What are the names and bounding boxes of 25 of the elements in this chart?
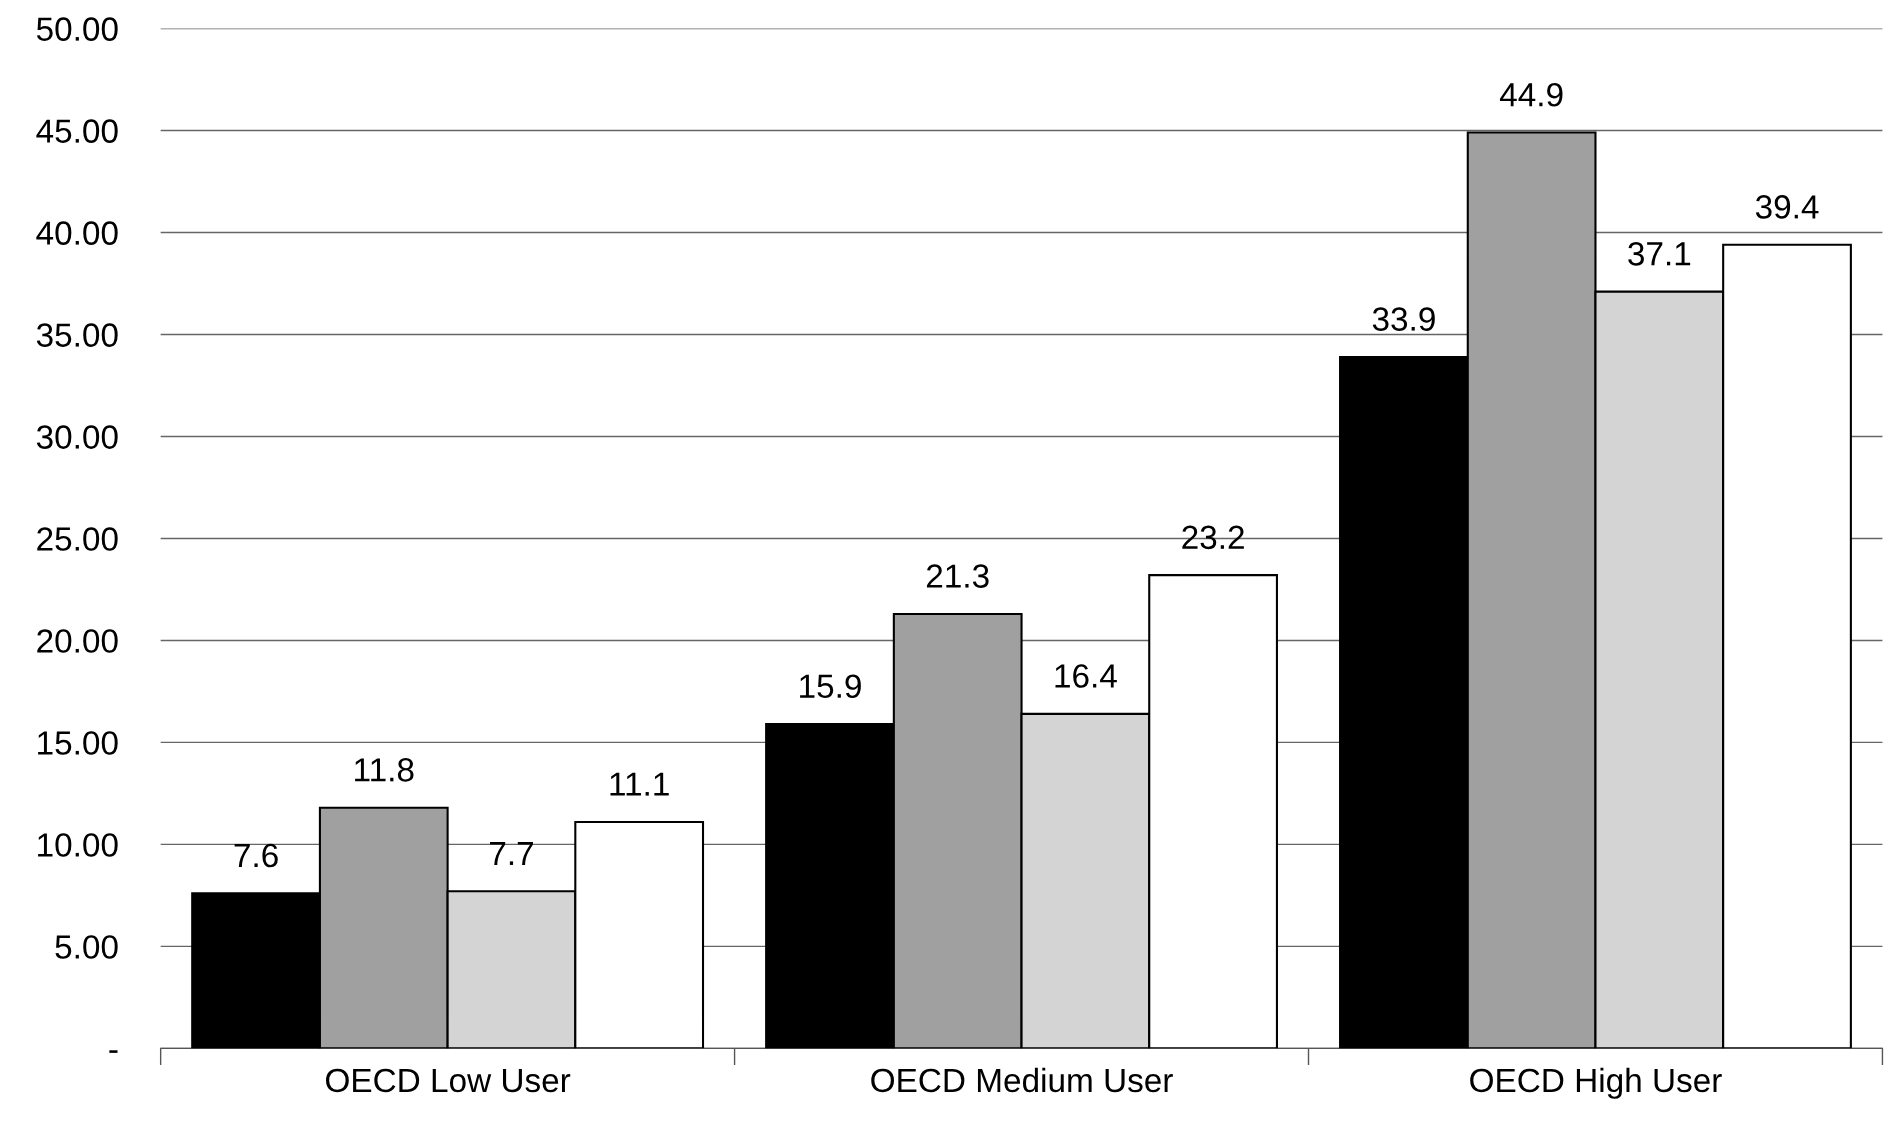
data-label: 16.4 [1055,664,1117,688]
y-tick-label: - [109,1050,118,1053]
x-tick-label: OECD Medium User [871,1067,1173,1093]
data-label: 21.3 [926,564,989,588]
data-label: 7.7 [490,842,533,865]
x-tick-label: OECD Low User [326,1068,571,1093]
y-tick-label: 30.00 [36,425,118,449]
data-label: 7.6 [234,843,278,868]
y-tick-label: 25.00 [37,527,118,551]
data-label: 44.9 [1499,82,1563,107]
y-tick-label: 15.00 [38,731,118,755]
y-tick-label: 35.00 [36,323,118,347]
y-tick-label: 5.00 [55,935,118,959]
data-label: 15.9 [800,674,861,699]
y-tick-label: 45.00 [36,119,118,143]
data-label: 11.1 [610,772,669,796]
data-label: 11.8 [355,758,414,782]
y-tick-label: 40.00 [36,221,118,245]
x-tick-label: OECD High User [1470,1067,1722,1099]
y-tick-label: 50.00 [36,17,118,41]
data-label: 33.9 [1372,307,1435,331]
y-tick-label: 10.00 [38,833,118,857]
data-label: 39.4 [1755,195,1819,219]
y-tick-label: 20.00 [37,629,118,653]
data-label: 37.1 [1628,242,1691,266]
